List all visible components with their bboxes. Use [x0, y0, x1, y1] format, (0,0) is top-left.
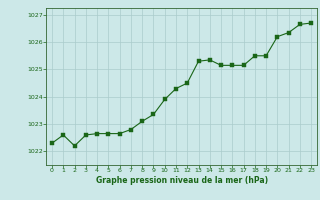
X-axis label: Graphe pression niveau de la mer (hPa): Graphe pression niveau de la mer (hPa)	[96, 176, 268, 185]
